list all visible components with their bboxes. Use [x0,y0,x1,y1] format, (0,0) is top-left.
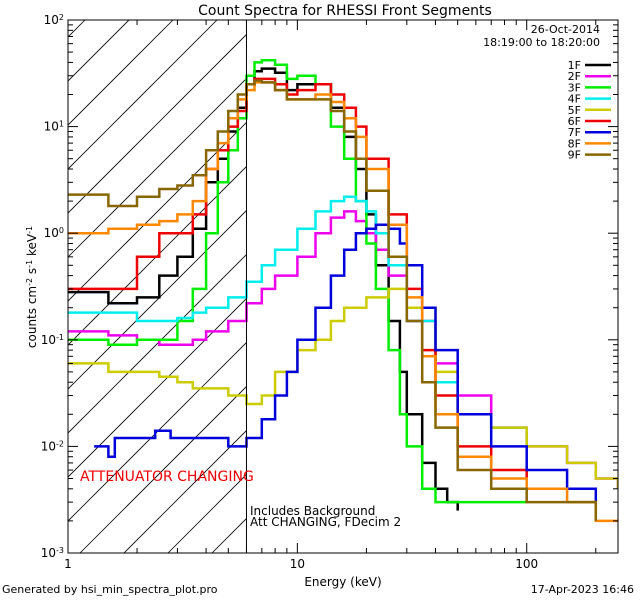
date-label: 26-Oct-2014 [531,23,600,36]
y-tick-label: 100 [44,226,64,241]
y-tick-label: 101 [44,119,64,134]
legend-label-2F: 2F [568,70,581,83]
hatch-line [68,165,247,346]
hatch-line [68,33,247,214]
hatch-line [68,20,174,126]
series-4F [68,195,528,447]
legend-label-9F: 9F [568,149,581,162]
x-tick-label: 1 [64,557,72,571]
att-info-annotation: Att CHANGING, FDecim 2 [250,515,401,529]
hatch-line [68,20,218,170]
background-annotation: Includes Background [250,504,375,518]
x-tick-label: 10 [290,557,305,571]
plot-frame [67,19,619,554]
legend-label-3F: 3F [568,81,581,94]
y-tick-label: 10-2 [41,439,64,454]
y-tick-label: 102 [44,13,64,28]
series-layer [68,58,618,523]
hatch-line [68,121,247,302]
time-range-label: 18:19:00 to 18:20:00 [483,36,600,49]
hatch-line [68,297,247,478]
hatch-line [68,253,247,434]
x-axis-label: Energy (keV) [304,575,381,589]
y-axis-label: counts cm-2 s-1 keV-1 [25,226,40,348]
hatch-line [68,209,247,390]
y-tick-label: 10-1 [41,332,64,347]
timestamp-footer: 17-Apr-2023 16:46 [530,583,634,596]
legend-label-1F: 1F [568,59,581,72]
generated-by-footer: Generated by hsi_min_spectra_plot.pro [2,583,218,596]
legend-label-5F: 5F [568,104,581,117]
legend-label-4F: 4F [568,93,581,106]
x-tick-label: 100 [515,557,538,571]
y-tick-label: 10-3 [41,546,64,561]
hatch-line [68,77,247,258]
legend-label-8F: 8F [568,137,581,150]
legend-label-6F: 6F [568,115,581,128]
series-7F [94,223,598,503]
attenuator-annotation: ATTENUATOR CHANGING [80,469,254,485]
hatch-line [123,429,247,553]
hatch-line [79,385,247,553]
legend-label-7F: 7F [568,126,581,139]
series-3F [68,58,527,504]
axis-ticks: 1 10 100 10-3 10-2 10-1 100 101 102 [41,13,618,571]
chart-title: Count Spectra for RHESSI Front Segments [198,3,492,19]
series-1F [68,67,459,511]
series-2F [68,210,618,489]
hatch-line [68,341,247,522]
series-9F [68,79,598,521]
attenuator-hatch [68,20,247,553]
series-5F [68,287,618,489]
